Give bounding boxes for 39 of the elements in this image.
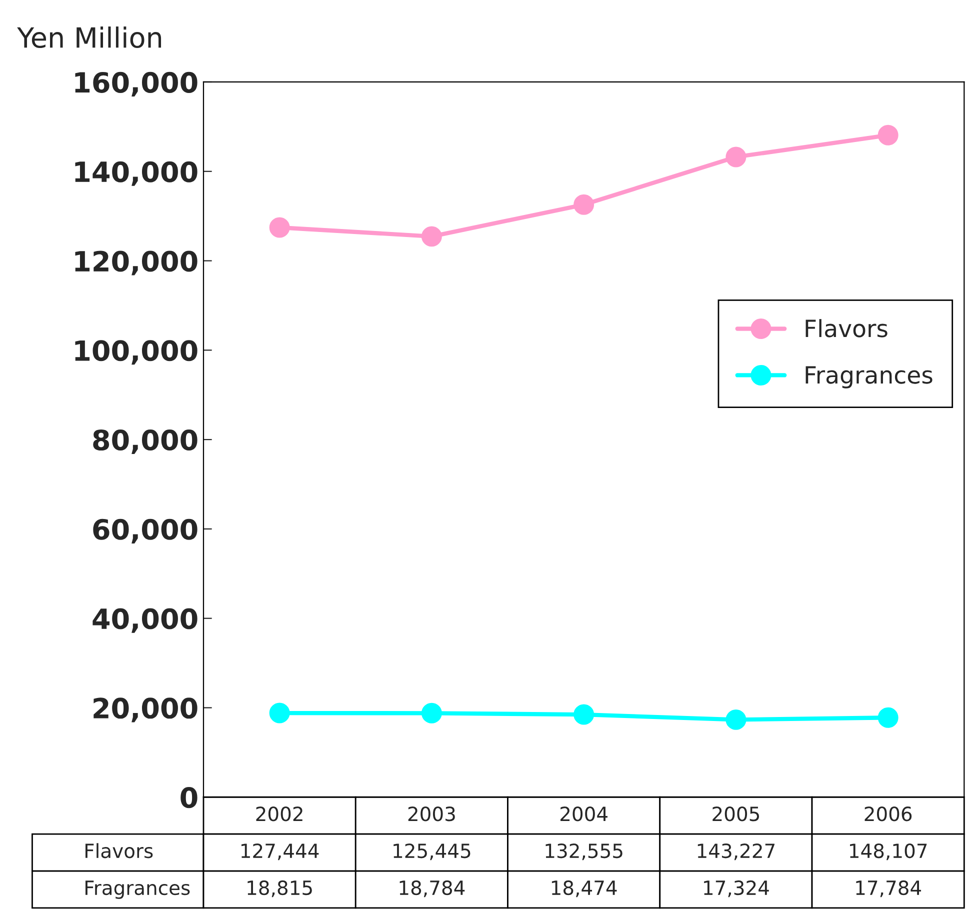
- x-tick-label: 2003: [408, 806, 455, 822]
- point: [574, 194, 594, 215]
- x-tick-label: 2006: [864, 806, 912, 822]
- point: [878, 124, 898, 146]
- x-tick-label: 2004: [560, 806, 608, 822]
- data-label: 125,445: [394, 843, 470, 860]
- data-label: 148,107: [850, 843, 927, 860]
- point: [726, 146, 746, 168]
- point: [269, 217, 290, 238]
- data-label: 132,555: [546, 843, 622, 860]
- data-label: 18,474: [552, 880, 617, 898]
- legend-label: Fragrances: [806, 366, 932, 388]
- point: [574, 704, 594, 725]
- y-tick-label: 60,000: [93, 518, 198, 544]
- text: Flavors: [86, 843, 153, 858]
- data-label: 127,444: [241, 843, 319, 860]
- y-tick-label: 160,000: [75, 72, 198, 96]
- data-label: 143,227: [698, 843, 774, 860]
- point: [269, 702, 290, 724]
- point: [726, 709, 746, 730]
- y-tick-label: 20,000: [94, 698, 198, 722]
- y-tick-label: 120,000: [75, 250, 198, 276]
- y-tick-label: 40,000: [92, 608, 198, 633]
- y-axis-title: Yen Million: [17, 26, 162, 48]
- point: [421, 226, 442, 247]
- data-label: 17,784: [856, 880, 922, 898]
- point: [421, 702, 442, 724]
- data-label: 17,324: [704, 880, 769, 898]
- y-tick-label: 100,000: [75, 340, 198, 365]
- y-tick-label: 140,000: [75, 161, 198, 186]
- legend-label: Flavors: [806, 319, 888, 338]
- y-tick-label: 80,000: [93, 429, 198, 454]
- data-label: 18,784: [400, 880, 465, 898]
- x-tick-label: 2005: [712, 806, 759, 822]
- data-label: 18,815: [248, 880, 312, 898]
- point: [878, 707, 898, 728]
- y-tick-label: 0: [180, 787, 198, 808]
- text: Fragrances: [86, 880, 190, 899]
- x-tick-label: 2002: [256, 806, 302, 822]
